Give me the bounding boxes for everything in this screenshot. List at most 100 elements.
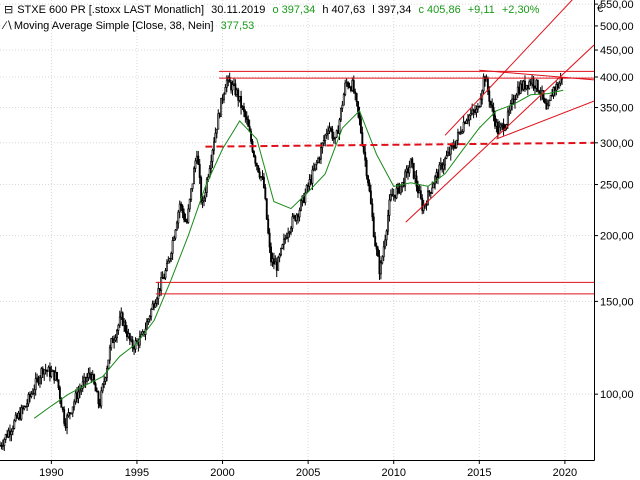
candle-body (270, 246, 272, 263)
instrument-label: STXE 600 PR [.stoxx LAST Monatlich] (17, 4, 205, 16)
candle-body (362, 144, 365, 153)
candle-body (211, 149, 214, 162)
candle-body (448, 151, 451, 155)
candle-body (64, 422, 67, 429)
candle-body (552, 87, 555, 96)
candle-body (241, 106, 244, 109)
candle-body (441, 163, 444, 170)
low-value: l 397,34 (372, 4, 412, 16)
candle-body (10, 431, 13, 435)
candle-body (11, 428, 14, 432)
ma-label: Moving Average Simple [Close, 38, Nein] (13, 20, 214, 32)
candle-body (417, 185, 419, 194)
candle-body (509, 103, 512, 111)
candle-body (271, 258, 274, 263)
candle-body (242, 106, 245, 112)
moving-average-line (33, 89, 564, 419)
candle-body (265, 198, 268, 220)
y-tick-label: 150,00 (600, 296, 634, 308)
candle-body (436, 172, 439, 179)
diagonal-trendline (444, 0, 573, 136)
candle-body (19, 412, 21, 420)
candle-body (281, 244, 284, 249)
candle-body (123, 321, 126, 326)
candle-body (257, 165, 260, 173)
candle-body (439, 163, 442, 166)
candle-body (553, 87, 556, 91)
candle-body (419, 190, 422, 199)
candle-body (48, 366, 51, 377)
candle-body (90, 374, 93, 381)
candle-body (41, 368, 44, 375)
candle-body (445, 155, 448, 159)
candle-body (185, 221, 188, 223)
candle-body (469, 113, 472, 116)
candle-body (111, 338, 114, 344)
candle-body (494, 115, 496, 127)
candle-body (290, 227, 292, 233)
candle-body (163, 277, 165, 280)
candle-body (385, 230, 388, 241)
candle-body (374, 236, 377, 247)
candle-body (124, 321, 127, 332)
candle-body (194, 160, 197, 169)
candle-body (7, 430, 10, 438)
candle-body (88, 372, 91, 375)
candle-body (188, 198, 191, 210)
candle-body (261, 176, 264, 178)
candle-body (492, 107, 495, 117)
candle-body (378, 255, 381, 275)
candle-body (131, 339, 134, 349)
candle-body (231, 84, 234, 91)
candle-body (230, 81, 233, 91)
candle-body (368, 182, 371, 192)
candle-body (74, 392, 77, 403)
candle-body (375, 245, 378, 250)
candle-body (472, 109, 475, 112)
candle-body (178, 203, 181, 213)
candle-body (300, 200, 302, 211)
y-tick-label: 100,00 (600, 389, 634, 401)
candle-body (446, 151, 449, 157)
candle-body (525, 84, 528, 90)
candle-body (468, 114, 471, 121)
candle-body (250, 131, 253, 142)
candle-body (148, 316, 151, 320)
candle-body (555, 84, 558, 91)
indicator-icon[interactable]: ∕∖ (4, 20, 13, 32)
candle-body (411, 158, 414, 164)
candle-body (367, 175, 369, 184)
candle-body (428, 190, 431, 193)
candle-body (342, 94, 345, 106)
candle-body (405, 168, 408, 173)
candle-body (429, 192, 432, 194)
candle-body (225, 79, 228, 88)
candle-body (531, 78, 534, 85)
collapse-icon[interactable]: ⊟ (4, 3, 14, 16)
candle-body (164, 270, 167, 279)
candle-body (138, 336, 141, 346)
candle-body (100, 390, 103, 407)
candle-body (213, 141, 215, 151)
candle-body (454, 146, 457, 149)
candle-body (334, 136, 337, 139)
candle-body (435, 172, 438, 178)
candle-body (128, 333, 131, 341)
candle-body (58, 387, 61, 399)
candle-body (499, 124, 502, 128)
candle-body (518, 86, 521, 94)
candle-body (338, 119, 341, 134)
candle-body (524, 80, 526, 90)
candle-body (126, 330, 128, 338)
candle-body (56, 371, 59, 381)
candle-body (551, 94, 554, 97)
candle-body (485, 78, 488, 82)
candle-body (198, 164, 201, 178)
candle-body (177, 211, 180, 224)
candle-body (422, 205, 425, 211)
x-tick-label: 2015 (467, 467, 491, 479)
candle-body (558, 82, 561, 89)
candle-body (130, 339, 133, 342)
